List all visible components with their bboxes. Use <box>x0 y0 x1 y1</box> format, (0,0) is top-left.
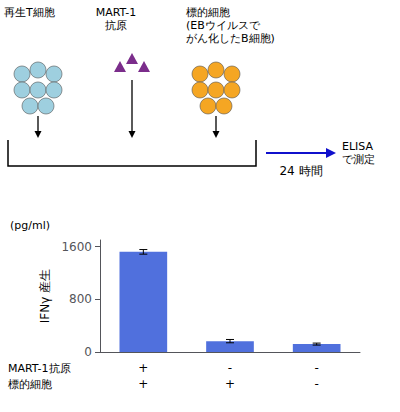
svg-text:800: 800 <box>69 292 92 306</box>
svg-text:-: - <box>314 361 318 375</box>
svg-text:標的細胞: 標的細胞 <box>8 378 52 391</box>
svg-text:抗原: 抗原 <box>105 19 127 32</box>
svg-text:標的細胞: 標的細胞 <box>186 6 230 19</box>
svg-text:(pg/ml): (pg/ml) <box>10 219 50 232</box>
svg-text:ELISA: ELISA <box>342 140 374 153</box>
svg-text:で測定: で測定 <box>342 153 375 166</box>
svg-text:0: 0 <box>84 345 92 359</box>
svg-text:MART-1: MART-1 <box>96 6 137 19</box>
svg-text:+: + <box>225 377 235 391</box>
svg-text:1600: 1600 <box>61 240 92 254</box>
svg-text:+: + <box>138 377 148 391</box>
svg-text:+: + <box>138 361 148 375</box>
svg-text:-: - <box>314 377 318 391</box>
svg-text:がん化したB細胞): がん化したB細胞) <box>186 32 275 45</box>
svg-text:-: - <box>228 361 232 375</box>
svg-text:24 時間: 24 時間 <box>279 164 322 178</box>
svg-text:IFNγ 産生: IFNγ 産生 <box>38 269 52 323</box>
svg-text:MART-1抗原: MART-1抗原 <box>8 362 71 375</box>
svg-text:再生T細胞: 再生T細胞 <box>4 6 55 19</box>
svg-text:(EBウイルスで: (EBウイルスで <box>186 19 261 32</box>
